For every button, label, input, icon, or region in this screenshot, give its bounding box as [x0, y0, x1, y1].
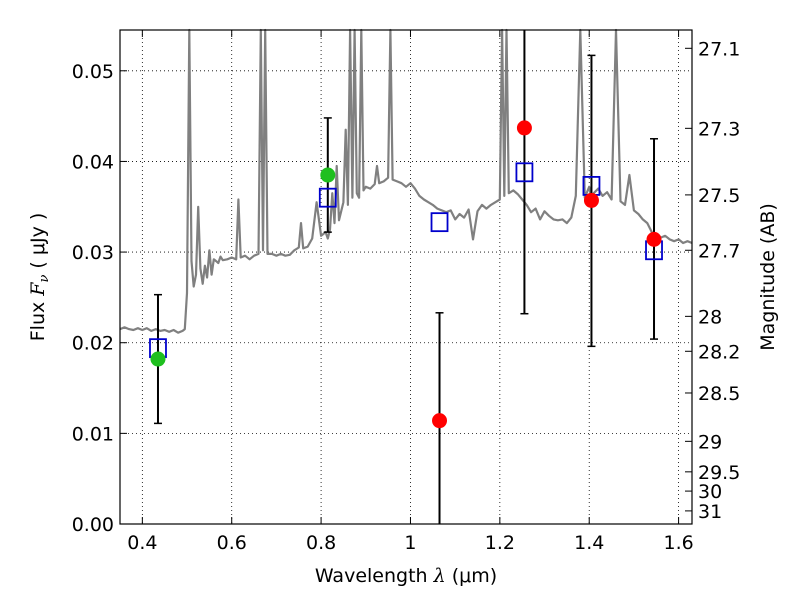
y-tick-label: 0.01	[72, 423, 114, 445]
grid	[120, 30, 692, 525]
mag-tick-label: 29	[698, 431, 722, 453]
observed-flux-point	[320, 167, 336, 183]
x-tick-label: 1.2	[485, 532, 515, 554]
y-tick-label: 0.05	[72, 61, 114, 83]
x-tick-label: 1.6	[663, 532, 693, 554]
x-axis-title-unit: (μm)	[452, 565, 497, 587]
mag-tick-label: 27.1	[698, 38, 740, 60]
y-axis-title: Flux Fν ( μJy )	[27, 213, 52, 342]
x-axis-title: Wavelength λ (μm)	[315, 565, 497, 587]
mag-tick-label: 30	[698, 481, 722, 503]
mag-tick-label: 27.3	[698, 118, 740, 140]
axis-ticks: 0.4 0.6 0.8 1 1.2 1.4 1.6 0.00 0.01 0.02 0.03 0.04 0…	[72, 30, 740, 554]
model-spectrum-line	[119, 28, 693, 334]
y-tick-label: 0.03	[72, 242, 114, 264]
y-tick-label: 0.00	[72, 514, 114, 536]
x-tick-label: 0.8	[306, 532, 336, 554]
mag-tick-label: 28.2	[698, 341, 740, 363]
mag-tick-label: 31	[698, 501, 722, 523]
x-tick-label: 1	[404, 532, 416, 554]
mag-tick-label: 29.5	[698, 462, 740, 484]
mag-tick-label: 27.7	[698, 240, 740, 262]
y-axis-title-text: Flux	[27, 302, 49, 342]
model-photometry-square	[318, 187, 337, 208]
plot-frame	[119, 29, 693, 525]
x-axis-title-text: Wavelength	[315, 565, 428, 587]
y-axis-title-math: F	[27, 282, 49, 297]
y-tick-label: 0.04	[72, 151, 114, 173]
observed-flux-point	[150, 351, 166, 367]
mag-tick-label: 28	[698, 306, 722, 328]
mag-tick-label: 27.5	[698, 185, 740, 207]
y-axis-title-unit: ( μJy )	[27, 213, 49, 269]
x-tick-label: 0.6	[217, 532, 247, 554]
observed-flux-point	[583, 192, 599, 208]
x-axis-title-math: λ	[433, 565, 446, 587]
observed-flux-point	[516, 120, 532, 136]
model-photometry-square	[430, 212, 449, 233]
observed-flux-point	[646, 231, 662, 247]
observed-flux-point	[432, 413, 448, 429]
y-axis-title-math-sub: ν	[37, 275, 52, 283]
x-tick-label: 0.4	[127, 532, 157, 554]
y2-axis-title: Magnitude (AB)	[757, 203, 779, 351]
y-tick-label: 0.02	[72, 333, 114, 355]
model-photometry-square	[515, 162, 534, 183]
plot-area	[119, 28, 693, 524]
x-tick-label: 1.4	[574, 532, 604, 554]
mag-tick-label: 28.5	[698, 383, 740, 405]
